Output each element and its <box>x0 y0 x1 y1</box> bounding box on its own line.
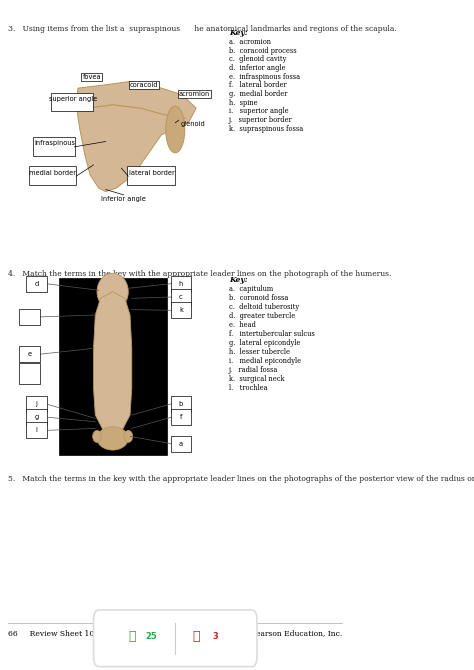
FancyBboxPatch shape <box>27 275 46 291</box>
Text: 👎: 👎 <box>192 630 200 643</box>
Text: k.  supraspinous fossa: k. supraspinous fossa <box>229 125 303 133</box>
FancyBboxPatch shape <box>19 363 40 384</box>
Text: Key:: Key: <box>229 276 248 284</box>
Ellipse shape <box>92 430 101 442</box>
Text: e.  infraspinous fossa: e. infraspinous fossa <box>229 73 300 81</box>
FancyBboxPatch shape <box>93 610 257 667</box>
Polygon shape <box>93 291 132 442</box>
Text: 66     Review Sheet 10: 66 Review Sheet 10 <box>9 630 95 638</box>
Text: b.  coracoid process: b. coracoid process <box>229 47 297 55</box>
Text: k: k <box>179 308 183 314</box>
FancyBboxPatch shape <box>171 302 191 318</box>
Text: d.  inferior angle: d. inferior angle <box>229 64 286 72</box>
Text: h: h <box>179 281 183 287</box>
Text: 4.   Match the terms in the key with the appropriate leader lines on the photogr: 4. Match the terms in the key with the a… <box>9 269 392 277</box>
Text: 3: 3 <box>212 632 218 641</box>
Text: j.   radial fossa: j. radial fossa <box>229 366 279 374</box>
Text: Copyright © 2019 Pearson Education, Inc.: Copyright © 2019 Pearson Education, Inc. <box>179 630 342 638</box>
Text: medial border: medial border <box>29 170 76 176</box>
Text: b.  coronoid fossa: b. coronoid fossa <box>229 294 289 302</box>
Text: 5.   Match the terms in the key with the appropriate leader lines on the photogr: 5. Match the terms in the key with the a… <box>9 475 474 483</box>
FancyBboxPatch shape <box>19 346 40 362</box>
FancyBboxPatch shape <box>33 137 75 155</box>
Text: a: a <box>179 441 183 447</box>
Text: c: c <box>179 294 182 300</box>
Text: glenoid: glenoid <box>181 121 205 127</box>
Polygon shape <box>76 82 196 192</box>
Text: k.  surgical neck: k. surgical neck <box>229 375 285 383</box>
FancyBboxPatch shape <box>171 275 191 291</box>
Text: Key:: Key: <box>229 29 248 38</box>
FancyBboxPatch shape <box>27 396 46 412</box>
Text: g.  medial border: g. medial border <box>229 90 288 98</box>
Text: i.   superior angle: i. superior angle <box>229 107 289 115</box>
FancyBboxPatch shape <box>51 93 93 111</box>
Text: superior angle: superior angle <box>48 96 97 102</box>
Text: l: l <box>36 427 37 433</box>
FancyBboxPatch shape <box>19 309 40 325</box>
FancyBboxPatch shape <box>171 396 191 412</box>
FancyBboxPatch shape <box>127 166 174 185</box>
Text: d.  greater tubercle: d. greater tubercle <box>229 312 295 320</box>
Ellipse shape <box>124 430 133 442</box>
Text: l.   trochlea: l. trochlea <box>229 384 268 392</box>
Text: e: e <box>27 351 32 357</box>
Text: Inferior angle: Inferior angle <box>101 196 146 202</box>
Text: 👍: 👍 <box>128 630 136 643</box>
Text: j.   superior border: j. superior border <box>229 116 293 124</box>
Text: g: g <box>35 414 39 420</box>
Text: fovea: fovea <box>82 74 101 80</box>
Text: lateral border: lateral border <box>129 170 174 176</box>
Text: c.  glenoid cavity: c. glenoid cavity <box>229 56 286 64</box>
FancyBboxPatch shape <box>29 166 76 185</box>
FancyBboxPatch shape <box>27 409 46 425</box>
Text: 25: 25 <box>145 632 157 641</box>
FancyBboxPatch shape <box>59 278 166 455</box>
Text: h.  spine: h. spine <box>229 98 258 107</box>
Text: a.  acromion: a. acromion <box>229 38 271 46</box>
Text: c.  deltoid tuberosity: c. deltoid tuberosity <box>229 303 299 311</box>
FancyBboxPatch shape <box>171 436 191 452</box>
FancyBboxPatch shape <box>171 289 191 305</box>
Text: a.  capitulum: a. capitulum <box>229 285 273 293</box>
Text: 3.   Using items from the list a  supraspinous      he anatomical landmarks and : 3. Using items from the list a supraspin… <box>9 25 397 33</box>
Ellipse shape <box>97 273 128 310</box>
Text: j: j <box>36 401 37 407</box>
Ellipse shape <box>97 427 128 450</box>
Text: f.   lateral border: f. lateral border <box>229 82 287 90</box>
FancyBboxPatch shape <box>27 422 46 438</box>
Text: b: b <box>179 401 183 407</box>
Text: h.  lesser tubercle: h. lesser tubercle <box>229 348 290 356</box>
Text: d: d <box>35 281 39 287</box>
Text: e.  head: e. head <box>229 321 256 329</box>
Text: coracoid: coracoid <box>130 82 158 88</box>
Text: infraspinous: infraspinous <box>35 139 76 145</box>
Text: i.   medial epicondyle: i. medial epicondyle <box>229 357 301 365</box>
Text: acromion: acromion <box>179 92 210 97</box>
Text: f.   intertubercular sulcus: f. intertubercular sulcus <box>229 330 315 338</box>
Text: g.  lateral epicondyle: g. lateral epicondyle <box>229 339 301 347</box>
Text: f: f <box>180 414 182 420</box>
Ellipse shape <box>166 106 185 153</box>
FancyBboxPatch shape <box>171 409 191 425</box>
